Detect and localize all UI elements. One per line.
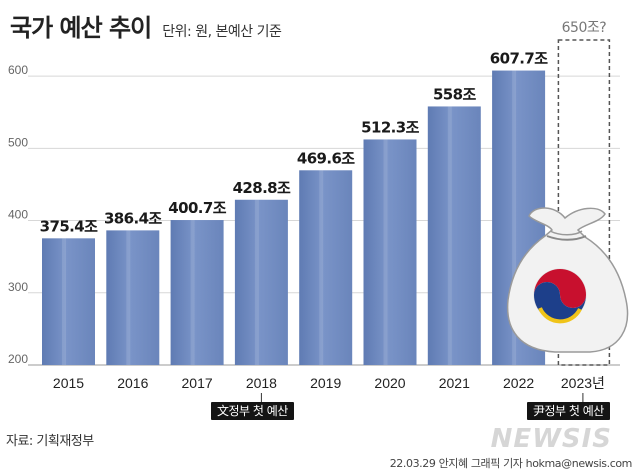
credit-line: 22.03.29 안지혜 그래픽 기자 hokma@newsis.com — [389, 457, 633, 470]
projected-bar — [557, 39, 611, 366]
x-tick-label: 2017 — [182, 375, 213, 391]
y-axis-ticks: 200 300 400 500 600 — [8, 63, 28, 366]
chart-subtitle: 단위: 원, 본예산 기준 — [162, 24, 282, 40]
x-tick-label: 2018 — [246, 375, 277, 391]
value-label: 400.7조 — [168, 199, 226, 217]
projected-value-label: 650조? — [562, 20, 607, 36]
y-tick-label: 600 — [8, 63, 28, 77]
y-tick-label: 200 — [8, 352, 28, 366]
x-tick-label: 2022 — [503, 375, 534, 391]
x-tick-label: 2021 — [439, 375, 470, 391]
y-tick-label: 500 — [8, 135, 28, 149]
x-tick-label: 2016 — [117, 375, 148, 391]
source-note: 자료: 기획재정부 — [6, 434, 94, 449]
title-block: 국가 예산 추이 단위: 원, 본예산 기준 — [10, 8, 282, 42]
bar — [299, 170, 353, 365]
bar — [363, 139, 417, 365]
value-label: 469.6조 — [297, 149, 355, 167]
bar — [170, 220, 224, 365]
bar — [427, 106, 481, 365]
y-tick-label: 400 — [8, 208, 28, 222]
x-axis-labels: 2015 2016 2017 2018 2019 2020 2021 2022 2023년 — [53, 375, 605, 402]
x-tick-label: 2019 — [310, 375, 341, 391]
bar — [42, 238, 95, 365]
y-tick-label: 300 — [8, 280, 28, 294]
x-tick-label: 2015 — [53, 375, 84, 391]
value-label: 375.4조 — [40, 217, 98, 235]
yoon-gov-badge: 尹정부 첫 예산 — [527, 402, 610, 420]
bar — [234, 199, 288, 365]
value-labels: 375.4조 386.4조 400.7조 428.8조 469.6조 512.3조 558조… — [40, 20, 607, 235]
value-label: 512.3조 — [361, 118, 419, 136]
bars — [42, 39, 611, 366]
value-label: 607.7조 — [490, 50, 548, 68]
value-label: 386.4조 — [104, 209, 162, 227]
value-label: 428.8조 — [233, 179, 291, 197]
value-label: 558조 — [433, 85, 477, 103]
newsis-watermark: NEWSIS — [490, 424, 612, 454]
x-tick-label: 2023년 — [561, 375, 605, 391]
bar — [106, 230, 160, 365]
moon-gov-badge: 文정부 첫 예산 — [211, 402, 294, 420]
chart-title: 국가 예산 추이 — [10, 14, 152, 42]
x-tick-label: 2020 — [374, 375, 405, 391]
money-bag-icon — [506, 207, 629, 353]
